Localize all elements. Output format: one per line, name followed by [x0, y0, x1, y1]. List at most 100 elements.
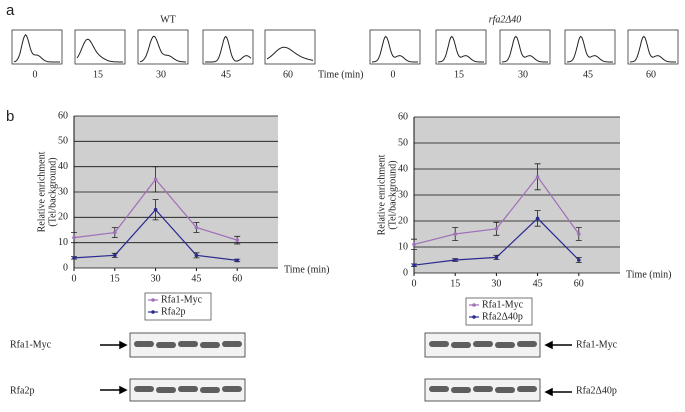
point — [72, 256, 76, 260]
point — [535, 175, 540, 179]
y-tick-label: 20 — [58, 212, 68, 223]
y-tick-label: 20 — [398, 215, 408, 226]
y-tick-label: 40 — [58, 161, 68, 172]
blot-band — [495, 387, 515, 393]
point — [194, 225, 199, 230]
group-title: WT — [160, 14, 176, 25]
point — [577, 258, 581, 262]
histogram-curve — [566, 35, 613, 63]
time-tick: 30 — [518, 69, 528, 80]
point — [153, 207, 158, 212]
blot-band — [178, 341, 198, 347]
x-axis-label: Time (min) — [284, 264, 329, 275]
legend-label: Rfa1-Myc — [161, 294, 203, 305]
point — [194, 253, 199, 258]
blot-band — [156, 342, 176, 348]
x-tick-label: 45 — [191, 273, 201, 284]
histogram-box — [435, 29, 487, 65]
histogram-box — [202, 29, 254, 65]
blot-band — [222, 341, 242, 347]
arrows — [100, 340, 572, 397]
histogram-curve — [205, 35, 252, 63]
point — [113, 253, 117, 258]
time-tick: 60 — [646, 69, 656, 80]
blot-band — [134, 386, 154, 392]
panel-label: b — [6, 108, 14, 125]
time-tick: 45 — [221, 69, 231, 80]
blot-band — [473, 341, 493, 347]
histogram-curve — [13, 34, 60, 63]
x-tick-label: 60 — [574, 278, 584, 289]
time-tick: 15 — [93, 69, 103, 80]
histogram-curve — [371, 35, 418, 63]
point — [412, 263, 416, 268]
histogram-box — [369, 29, 421, 65]
y-tick-label: 10 — [398, 241, 408, 252]
y-tick-label: 60 — [398, 111, 408, 122]
point — [235, 238, 239, 242]
point — [235, 258, 239, 263]
y-tick-label: 30 — [398, 189, 408, 200]
histogram-curve — [437, 35, 484, 63]
histogram-box — [11, 29, 63, 65]
blot-band — [517, 341, 537, 347]
blot-band — [134, 341, 154, 347]
legend-label: Rfa2Δ40p — [482, 311, 523, 322]
blot-band — [473, 386, 493, 392]
time-tick: 60 — [283, 69, 293, 80]
blot-band — [429, 341, 449, 347]
histogram-box — [74, 29, 126, 65]
blot-band — [429, 386, 449, 392]
blot-label: Rfa2Δ40p — [576, 385, 617, 396]
point — [577, 232, 581, 236]
x-tick-label: 45 — [533, 278, 543, 289]
histogram-box — [564, 29, 616, 65]
y-tick-label: 10 — [58, 237, 68, 248]
y-axis-label: (Tel/background) — [387, 160, 398, 229]
histogram-curve — [266, 46, 314, 61]
time-tick: 15 — [454, 69, 464, 80]
y-tick-label: 0 — [403, 267, 408, 278]
point — [453, 258, 458, 262]
blot-label: Rfa2p — [10, 385, 34, 396]
legend-marker — [472, 303, 476, 307]
legend-marker — [151, 310, 155, 314]
y-axis-label: Relative enrichment — [376, 154, 387, 235]
histogram-curve — [629, 35, 676, 63]
legend-box — [144, 292, 212, 321]
point — [453, 232, 458, 236]
group-title: rfa2Δ40 — [489, 14, 522, 25]
x-tick-label: 0 — [72, 273, 77, 284]
y-tick-label: 40 — [398, 163, 408, 174]
panel-label: a — [6, 2, 15, 19]
x-tick-label: 0 — [412, 278, 417, 289]
x-tick-label: 15 — [450, 278, 460, 289]
x-tick-label: 30 — [491, 278, 501, 289]
x-tick-label: 30 — [151, 273, 161, 284]
y-tick-label: 50 — [398, 137, 408, 148]
point — [494, 255, 499, 260]
time-tick: 0 — [391, 69, 396, 80]
point — [113, 230, 117, 235]
y-axis-label: Relative enrichment — [36, 151, 47, 232]
histogram-curve — [76, 38, 123, 63]
y-axis-label: (Tel/background) — [47, 157, 58, 226]
point — [72, 235, 76, 240]
x-axis-label: Time (min) — [626, 269, 671, 280]
legend-box — [465, 297, 533, 326]
point — [153, 177, 158, 182]
y-tick-label: 60 — [58, 110, 68, 121]
histogram-box — [627, 29, 679, 65]
blot-band — [222, 386, 242, 392]
blot-band — [495, 342, 515, 348]
point — [412, 242, 416, 247]
legend-marker — [472, 315, 476, 319]
y-tick-label: 30 — [58, 186, 68, 197]
histogram-box — [499, 29, 551, 65]
blot-label: Rfa1-Myc — [10, 339, 52, 350]
time-tick: 45 — [583, 69, 593, 80]
blot-band — [156, 387, 176, 393]
y-tick-label: 50 — [58, 136, 68, 147]
x-tick-label: 15 — [110, 273, 120, 284]
